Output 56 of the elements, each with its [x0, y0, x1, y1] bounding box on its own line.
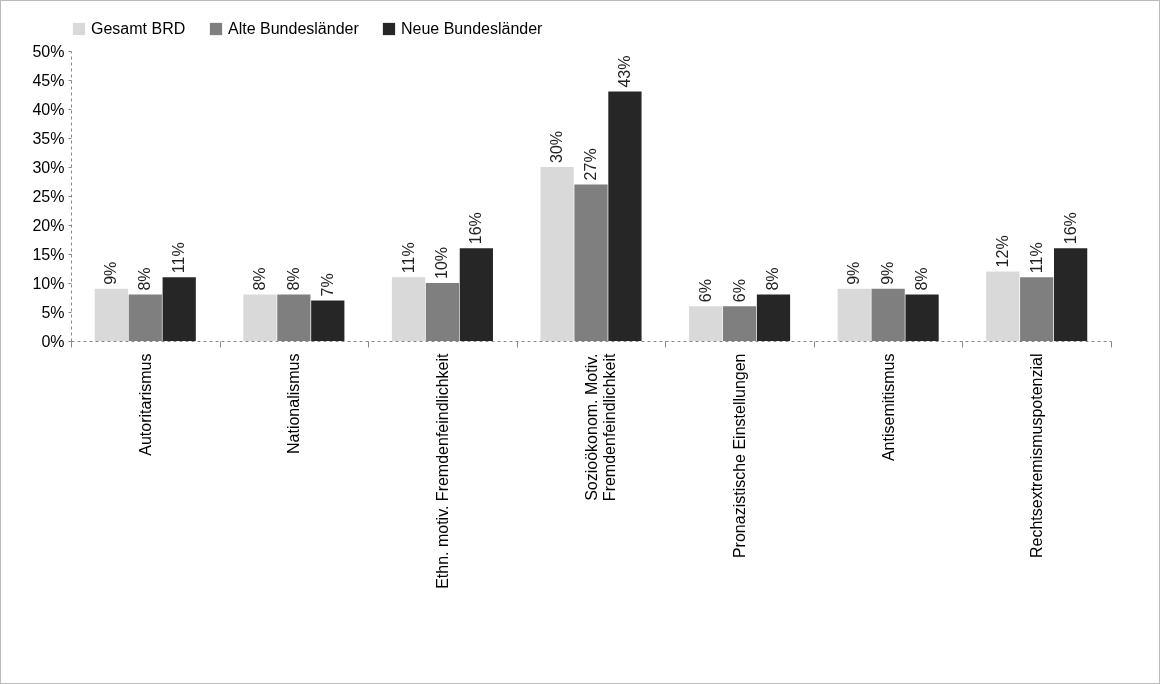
- bar: [162, 277, 196, 341]
- data-label: 10%: [433, 246, 451, 279]
- data-label: 9%: [879, 261, 897, 285]
- legend-label: Alte Bundesländer: [228, 20, 360, 37]
- data-label: 16%: [1061, 212, 1079, 245]
- y-tick-label: 35%: [32, 129, 65, 147]
- y-tick-label: 15%: [32, 245, 65, 263]
- bar: [689, 306, 723, 341]
- x-tick-label: Nationalismus: [285, 353, 303, 454]
- bar: [986, 271, 1020, 341]
- legend-label: Gesamt BRD: [91, 20, 186, 37]
- x-tick-label: Pronazistische Einstellungen: [731, 353, 749, 559]
- bar: [459, 248, 493, 341]
- data-label: 8%: [913, 267, 931, 291]
- data-label: 9%: [102, 261, 120, 285]
- bar: [905, 294, 939, 341]
- data-label: 9%: [845, 261, 863, 285]
- x-tick-label: Autoritarismus: [136, 353, 154, 456]
- data-label: 12%: [993, 235, 1011, 268]
- y-tick-label: 40%: [32, 100, 65, 118]
- x-tick-label: Antisemitismus: [879, 353, 897, 462]
- data-label: 6%: [730, 279, 748, 303]
- data-label: 6%: [696, 279, 714, 303]
- data-label: 7%: [318, 273, 336, 297]
- data-label: 8%: [250, 267, 268, 291]
- data-label: 16%: [467, 212, 485, 245]
- bar: [540, 167, 574, 341]
- data-label: 43%: [615, 55, 633, 88]
- data-label: 8%: [764, 267, 782, 291]
- y-tick-label: 45%: [32, 71, 65, 89]
- y-tick-label: 0%: [41, 332, 65, 350]
- y-tick-label: 5%: [41, 303, 65, 321]
- y-tick-label: 20%: [32, 216, 65, 234]
- data-label: 11%: [170, 242, 188, 274]
- legend-label: Neue Bundesländer: [401, 20, 544, 37]
- y-tick-label: 50%: [32, 42, 65, 60]
- bar: [311, 300, 345, 341]
- data-label: 11%: [1027, 242, 1045, 274]
- y-tick-label: 30%: [32, 158, 65, 176]
- y-tick-label: 10%: [32, 274, 65, 292]
- bar: [756, 294, 791, 341]
- bar: [94, 288, 128, 341]
- bar: [1054, 248, 1088, 341]
- data-label: 8%: [284, 267, 302, 291]
- x-tick-label: Sozioökonom. Motiv. Fremdenfeindlichkeit: [582, 352, 618, 502]
- bar: [391, 277, 426, 341]
- bar: [837, 288, 871, 341]
- data-label: 11%: [399, 242, 417, 274]
- x-tick-label: Rechtsextremismuspotenzial: [1028, 353, 1046, 559]
- data-label: 27%: [582, 148, 599, 181]
- bar: [243, 294, 277, 341]
- y-tick-label: 25%: [32, 187, 65, 205]
- bar: [608, 91, 642, 341]
- x-tick-label: Ethn. motiv. Fremdenfeindlichkeit: [433, 352, 451, 589]
- data-label: 30%: [548, 130, 566, 163]
- data-label: 8%: [136, 267, 154, 291]
